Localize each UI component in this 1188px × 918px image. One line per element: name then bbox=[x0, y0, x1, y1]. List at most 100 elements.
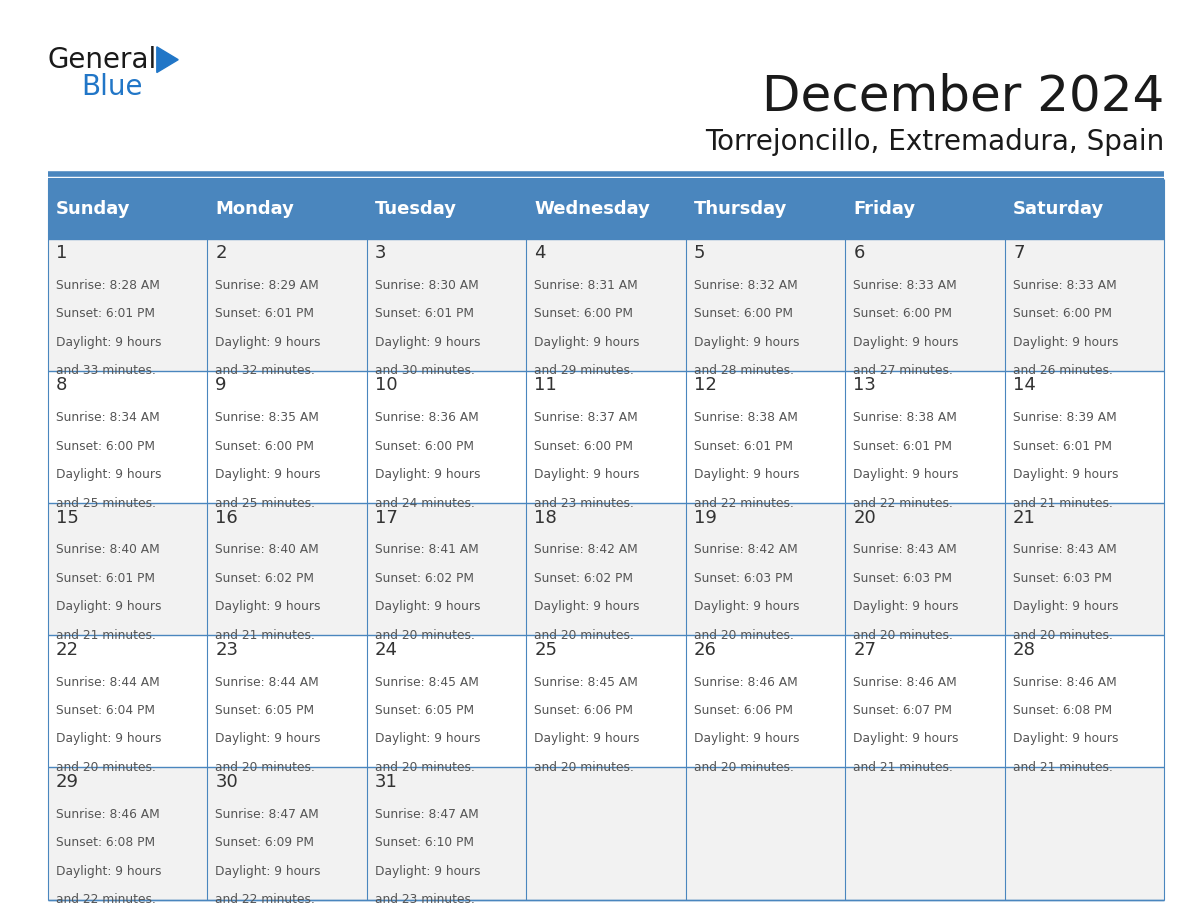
Text: Sunset: 6:01 PM: Sunset: 6:01 PM bbox=[694, 440, 792, 453]
Text: Sunset: 6:01 PM: Sunset: 6:01 PM bbox=[375, 308, 474, 320]
Text: Sunset: 6:00 PM: Sunset: 6:00 PM bbox=[1013, 308, 1112, 320]
Text: Sunset: 6:00 PM: Sunset: 6:00 PM bbox=[535, 308, 633, 320]
Bar bbox=[685, 239, 845, 371]
Text: Daylight: 9 hours: Daylight: 9 hours bbox=[694, 733, 800, 745]
Bar bbox=[685, 371, 845, 503]
Text: Sunrise: 8:29 AM: Sunrise: 8:29 AM bbox=[215, 279, 320, 292]
Text: Sunrise: 8:41 AM: Sunrise: 8:41 AM bbox=[375, 543, 479, 556]
Text: Daylight: 9 hours: Daylight: 9 hours bbox=[215, 468, 321, 481]
Text: Daylight: 9 hours: Daylight: 9 hours bbox=[375, 336, 480, 349]
Text: Thursday: Thursday bbox=[694, 200, 788, 218]
Text: Sunset: 6:01 PM: Sunset: 6:01 PM bbox=[853, 440, 953, 453]
Text: Daylight: 9 hours: Daylight: 9 hours bbox=[215, 733, 321, 745]
Bar bbox=[48, 503, 207, 635]
Text: 2: 2 bbox=[215, 244, 227, 263]
Text: Daylight: 9 hours: Daylight: 9 hours bbox=[1013, 733, 1119, 745]
Text: and 20 minutes.: and 20 minutes. bbox=[535, 761, 634, 774]
Text: and 22 minutes.: and 22 minutes. bbox=[215, 893, 315, 906]
Text: Daylight: 9 hours: Daylight: 9 hours bbox=[215, 336, 321, 349]
Text: Sunset: 6:09 PM: Sunset: 6:09 PM bbox=[215, 836, 315, 849]
Text: and 22 minutes.: and 22 minutes. bbox=[56, 893, 156, 906]
Text: Sunset: 6:06 PM: Sunset: 6:06 PM bbox=[535, 704, 633, 717]
Text: Sunrise: 8:34 AM: Sunrise: 8:34 AM bbox=[56, 411, 159, 424]
Text: 1: 1 bbox=[56, 244, 68, 263]
Text: Sunrise: 8:44 AM: Sunrise: 8:44 AM bbox=[215, 676, 320, 688]
Text: 26: 26 bbox=[694, 641, 716, 659]
Bar bbox=[1005, 179, 1164, 239]
Bar bbox=[207, 239, 367, 371]
Text: December 2024: December 2024 bbox=[762, 73, 1164, 120]
Text: Daylight: 9 hours: Daylight: 9 hours bbox=[56, 600, 162, 613]
Text: Daylight: 9 hours: Daylight: 9 hours bbox=[853, 468, 959, 481]
Text: Torrejoncillo, Extremadura, Spain: Torrejoncillo, Extremadura, Spain bbox=[704, 129, 1164, 156]
Text: 14: 14 bbox=[1013, 376, 1036, 395]
Text: Sunset: 6:00 PM: Sunset: 6:00 PM bbox=[853, 308, 953, 320]
Bar bbox=[48, 767, 207, 900]
Text: Sunrise: 8:30 AM: Sunrise: 8:30 AM bbox=[375, 279, 479, 292]
Text: Sunset: 6:01 PM: Sunset: 6:01 PM bbox=[1013, 440, 1112, 453]
Text: Sunset: 6:00 PM: Sunset: 6:00 PM bbox=[215, 440, 315, 453]
Bar bbox=[207, 503, 367, 635]
Text: Sunset: 6:02 PM: Sunset: 6:02 PM bbox=[375, 572, 474, 585]
Text: Sunrise: 8:46 AM: Sunrise: 8:46 AM bbox=[1013, 676, 1117, 688]
Bar bbox=[207, 767, 367, 900]
Text: and 22 minutes.: and 22 minutes. bbox=[853, 497, 953, 509]
Text: and 23 minutes.: and 23 minutes. bbox=[375, 893, 475, 906]
Text: 8: 8 bbox=[56, 376, 68, 395]
Bar bbox=[48, 239, 207, 371]
Bar bbox=[845, 179, 1005, 239]
Text: and 27 minutes.: and 27 minutes. bbox=[853, 364, 953, 377]
Text: Sunrise: 8:46 AM: Sunrise: 8:46 AM bbox=[694, 676, 797, 688]
Bar bbox=[367, 179, 526, 239]
Text: Sunrise: 8:43 AM: Sunrise: 8:43 AM bbox=[1013, 543, 1117, 556]
Text: Sunset: 6:02 PM: Sunset: 6:02 PM bbox=[215, 572, 315, 585]
Text: Wednesday: Wednesday bbox=[535, 200, 650, 218]
Text: and 20 minutes.: and 20 minutes. bbox=[215, 761, 315, 774]
Text: Sunset: 6:01 PM: Sunset: 6:01 PM bbox=[215, 308, 315, 320]
Text: Sunset: 6:03 PM: Sunset: 6:03 PM bbox=[1013, 572, 1112, 585]
Text: Sunrise: 8:33 AM: Sunrise: 8:33 AM bbox=[1013, 279, 1117, 292]
Text: Sunset: 6:03 PM: Sunset: 6:03 PM bbox=[853, 572, 953, 585]
Text: Daylight: 9 hours: Daylight: 9 hours bbox=[375, 468, 480, 481]
Text: Daylight: 9 hours: Daylight: 9 hours bbox=[375, 865, 480, 878]
Text: Sunrise: 8:42 AM: Sunrise: 8:42 AM bbox=[694, 543, 797, 556]
Text: Daylight: 9 hours: Daylight: 9 hours bbox=[694, 600, 800, 613]
Text: and 30 minutes.: and 30 minutes. bbox=[375, 364, 475, 377]
Text: Sunrise: 8:32 AM: Sunrise: 8:32 AM bbox=[694, 279, 797, 292]
Bar bbox=[1005, 503, 1164, 635]
Text: and 21 minutes.: and 21 minutes. bbox=[1013, 761, 1113, 774]
Text: Sunrise: 8:40 AM: Sunrise: 8:40 AM bbox=[215, 543, 320, 556]
Bar bbox=[367, 371, 526, 503]
Text: 29: 29 bbox=[56, 773, 78, 791]
Bar bbox=[48, 635, 207, 767]
Text: Sunrise: 8:46 AM: Sunrise: 8:46 AM bbox=[56, 808, 159, 821]
Text: 22: 22 bbox=[56, 641, 78, 659]
Bar bbox=[367, 239, 526, 371]
Bar bbox=[526, 371, 685, 503]
Bar bbox=[367, 503, 526, 635]
Text: and 20 minutes.: and 20 minutes. bbox=[535, 629, 634, 642]
Bar bbox=[845, 767, 1005, 900]
Text: General: General bbox=[48, 46, 157, 73]
Text: Daylight: 9 hours: Daylight: 9 hours bbox=[535, 468, 640, 481]
Text: 6: 6 bbox=[853, 244, 865, 263]
Text: Daylight: 9 hours: Daylight: 9 hours bbox=[853, 600, 959, 613]
Text: Sunset: 6:10 PM: Sunset: 6:10 PM bbox=[375, 836, 474, 849]
Text: 19: 19 bbox=[694, 509, 716, 527]
Text: and 26 minutes.: and 26 minutes. bbox=[1013, 364, 1113, 377]
Text: Sunset: 6:07 PM: Sunset: 6:07 PM bbox=[853, 704, 953, 717]
Text: Sunrise: 8:44 AM: Sunrise: 8:44 AM bbox=[56, 676, 159, 688]
Bar bbox=[367, 635, 526, 767]
Text: Daylight: 9 hours: Daylight: 9 hours bbox=[56, 865, 162, 878]
Bar bbox=[1005, 767, 1164, 900]
Text: Sunrise: 8:38 AM: Sunrise: 8:38 AM bbox=[853, 411, 958, 424]
Text: Sunrise: 8:36 AM: Sunrise: 8:36 AM bbox=[375, 411, 479, 424]
Text: and 20 minutes.: and 20 minutes. bbox=[694, 761, 794, 774]
Text: Sunset: 6:05 PM: Sunset: 6:05 PM bbox=[375, 704, 474, 717]
Bar bbox=[685, 179, 845, 239]
Text: 30: 30 bbox=[215, 773, 238, 791]
Text: Sunset: 6:05 PM: Sunset: 6:05 PM bbox=[215, 704, 315, 717]
Text: Sunset: 6:00 PM: Sunset: 6:00 PM bbox=[535, 440, 633, 453]
Text: 23: 23 bbox=[215, 641, 239, 659]
Text: and 25 minutes.: and 25 minutes. bbox=[56, 497, 156, 509]
